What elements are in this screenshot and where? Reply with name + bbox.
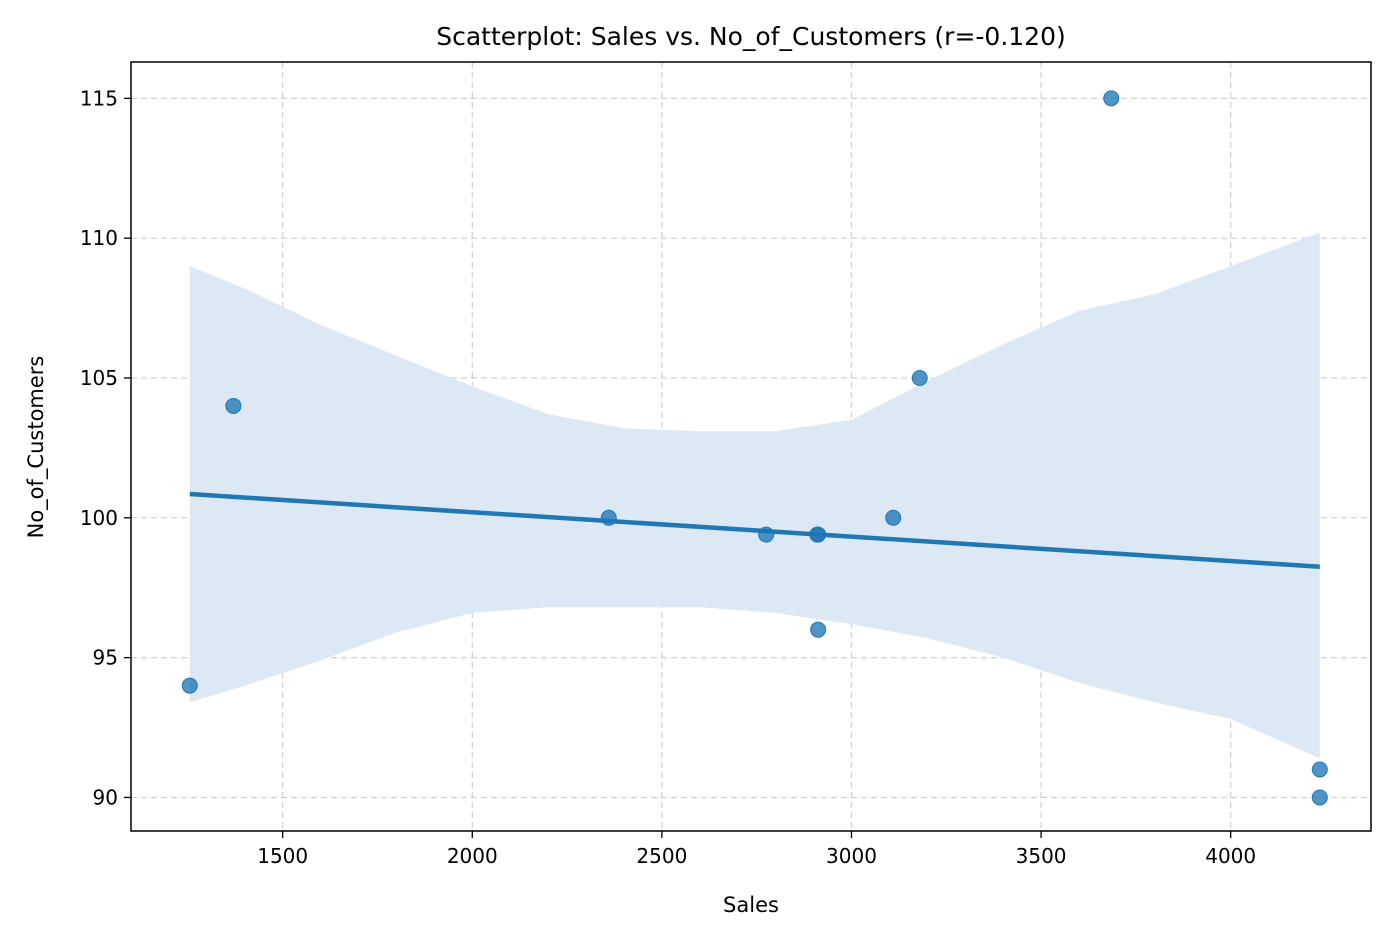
confidence-band	[189, 232, 1320, 759]
x-tick-label: 4000	[1205, 844, 1256, 868]
data-point	[810, 621, 827, 638]
data-point	[1311, 761, 1328, 778]
data-points	[181, 90, 1328, 806]
data-point	[810, 526, 827, 543]
data-point	[911, 369, 928, 386]
x-tick-label: 3500	[1016, 844, 1067, 868]
data-point	[885, 509, 902, 526]
regression-line-layer	[189, 491, 1320, 569]
data-point	[225, 397, 242, 414]
data-point	[1103, 90, 1120, 107]
chart-title: Scatterplot: Sales vs. No_of_Customers (…	[436, 22, 1066, 51]
data-point	[1311, 789, 1328, 806]
y-tick-label: 110	[80, 226, 118, 250]
regression-line	[189, 491, 1320, 569]
data-point	[758, 526, 775, 543]
y-tick-label: 105	[80, 366, 118, 390]
confidence-band-layer	[189, 232, 1320, 759]
plot-frame	[130, 61, 1372, 832]
y-tick-label: 90	[93, 785, 118, 809]
y-tick-label: 95	[93, 646, 118, 670]
x-tick-label: 1500	[257, 844, 308, 868]
y-tick-label: 100	[80, 506, 118, 530]
x-tick-label: 3000	[826, 844, 877, 868]
y-axis-label: No_of_Customers	[24, 356, 49, 539]
x-tick-label: 2000	[447, 844, 498, 868]
x-axis-ticks: 1500 2000 2500 3000 3500 4000	[257, 831, 1256, 868]
y-axis-ticks: 90 95 100 105 110 115	[80, 86, 131, 809]
y-tick-label: 115	[80, 86, 118, 110]
x-axis-label: Sales	[723, 893, 779, 917]
x-tick-label: 2500	[636, 844, 687, 868]
data-point	[181, 677, 198, 694]
data-point	[600, 509, 617, 526]
